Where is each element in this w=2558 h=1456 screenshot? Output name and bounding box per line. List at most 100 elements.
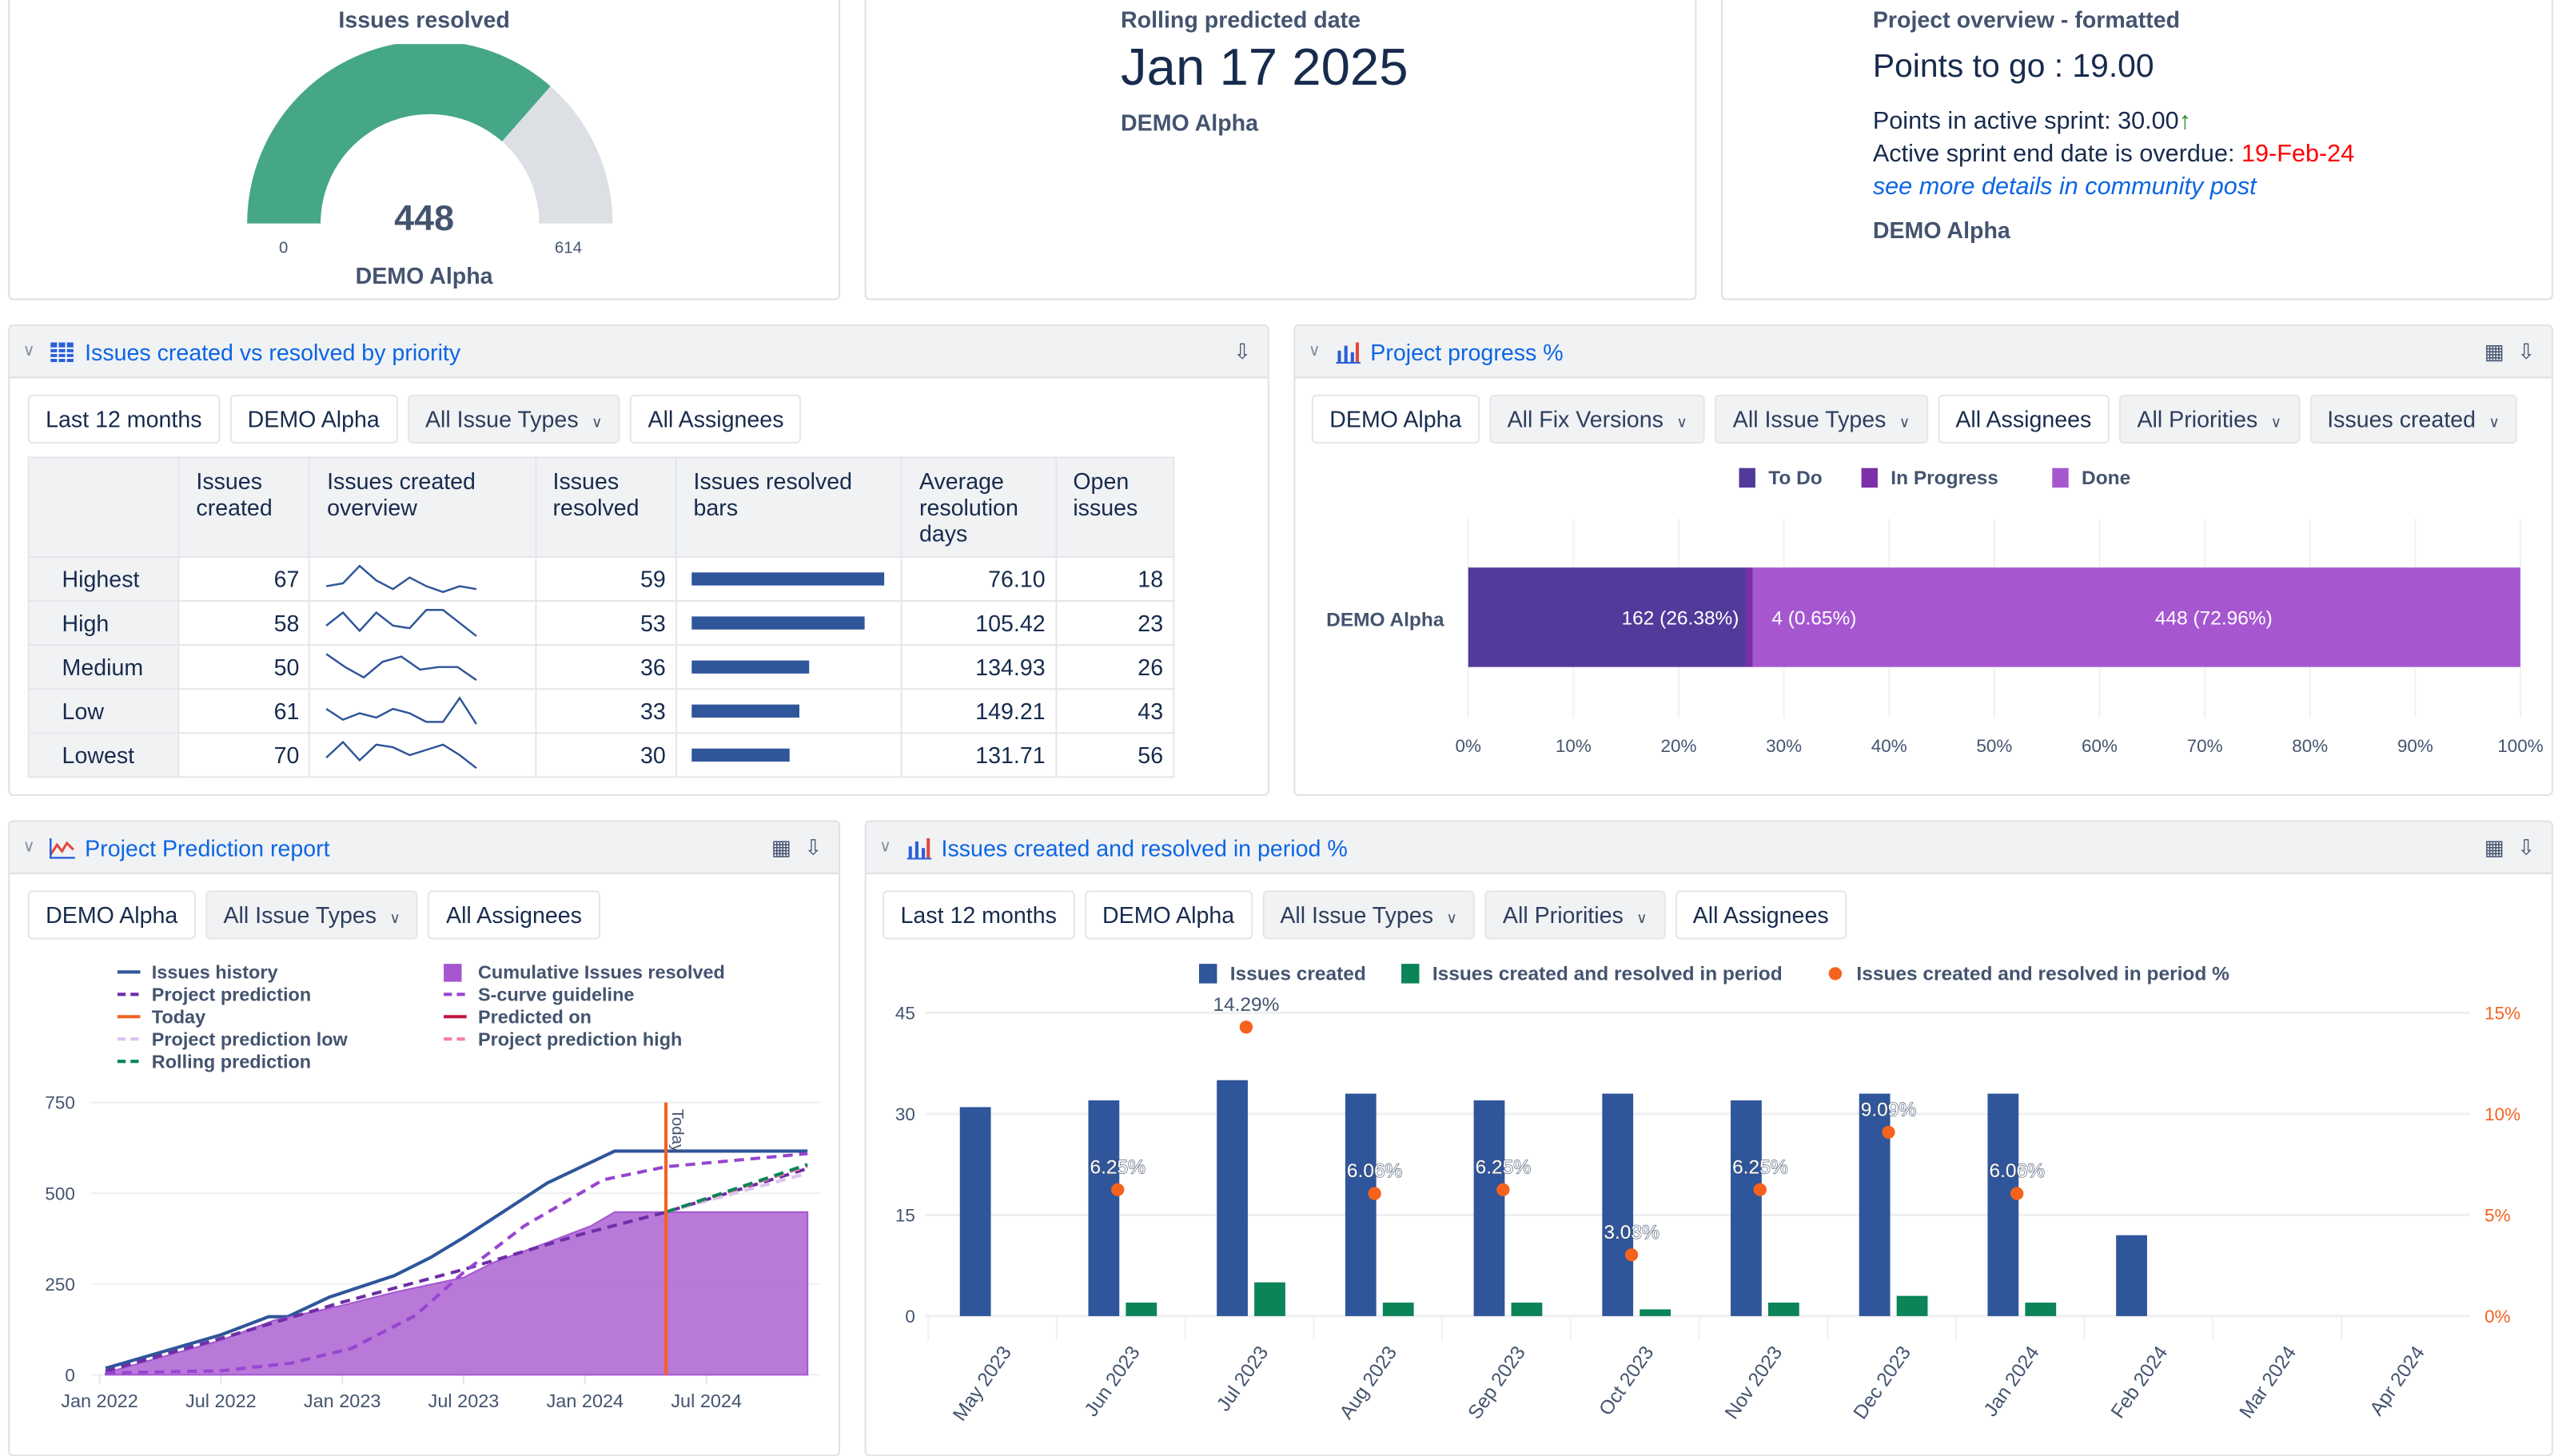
filter-last-12-months[interactable]: Last 12 months bbox=[27, 394, 220, 444]
overdue-label: Active sprint end date is overdue: bbox=[1872, 140, 2241, 169]
panel-title[interactable]: Issues created and resolved in period % bbox=[941, 833, 1348, 861]
filter-demo-alpha[interactable]: DEMO Alpha bbox=[27, 890, 196, 940]
card-title: Issues resolved bbox=[338, 6, 510, 33]
filter-label: All Issue Types bbox=[1280, 901, 1434, 929]
cell-issues-created: 61 bbox=[177, 688, 311, 734]
percent-point bbox=[1753, 1183, 1767, 1196]
x-tick-label: 40% bbox=[1871, 736, 1907, 756]
collapse-chevron-icon[interactable]: ∨ bbox=[22, 342, 35, 361]
sparkline-line bbox=[326, 696, 478, 725]
column-header: Issues created bbox=[177, 456, 311, 558]
gauge-chart bbox=[247, 44, 613, 224]
filter-issues-created[interactable]: Issues created ∨ bbox=[2309, 394, 2518, 444]
panel-title[interactable]: Project progress % bbox=[1370, 338, 1564, 365]
legend-swatch bbox=[2052, 467, 2069, 488]
table-row: Medium 50 36 134.93 26 bbox=[27, 644, 1175, 690]
y-left-tick-label: 45 bbox=[895, 1004, 915, 1024]
series-area bbox=[105, 1211, 809, 1376]
segment-label: 448 (72.96%) bbox=[2155, 608, 2273, 630]
bar-chart-icon bbox=[1336, 341, 1361, 364]
percent-label: 14.29% bbox=[1213, 994, 1279, 1016]
y-left-tick-label: 0 bbox=[905, 1307, 914, 1327]
legend-swatch bbox=[1861, 467, 1878, 488]
collapse-chevron-icon[interactable]: ∨ bbox=[879, 837, 891, 857]
card-project: DEMO Alpha bbox=[1872, 217, 2010, 244]
table-view-icon[interactable]: ▦ bbox=[2484, 833, 2504, 859]
y-tick-label: 500 bbox=[45, 1183, 74, 1203]
collapse-chevron-icon[interactable]: ∨ bbox=[1308, 342, 1321, 361]
download-icon[interactable]: ⇩ bbox=[2517, 338, 2536, 364]
row-priority: Lowest bbox=[27, 732, 181, 778]
x-tick-label: May 2023 bbox=[949, 1343, 1016, 1426]
gauge-min: 0 bbox=[278, 239, 289, 258]
filter-all-priorities[interactable]: All Priorities ∨ bbox=[1484, 890, 1665, 940]
filter-all-issue-types[interactable]: All Issue Types ∨ bbox=[205, 890, 419, 940]
filter-all-assignees[interactable]: All Assignees bbox=[428, 890, 600, 940]
filter-label: All Assignees bbox=[1692, 901, 1829, 929]
bar-issues-created bbox=[1217, 1080, 1248, 1316]
percent-point bbox=[1496, 1183, 1510, 1196]
bar-created-resolved bbox=[1254, 1282, 1285, 1316]
download-icon[interactable]: ⇩ bbox=[1233, 338, 1252, 364]
bar-created-resolved bbox=[1126, 1303, 1157, 1316]
panel-header: ∨ Issues created vs resolved by priority… bbox=[10, 326, 1268, 379]
column-header: Issues resolved bbox=[535, 456, 678, 558]
panel-title[interactable]: Issues created vs resolved by priority bbox=[85, 338, 461, 365]
filter-all-issue-types[interactable]: All Issue Types ∨ bbox=[407, 394, 620, 444]
filter-label: All Assignees bbox=[647, 406, 784, 432]
panel-title[interactable]: Project Prediction report bbox=[85, 833, 330, 861]
bar-chart-icon bbox=[906, 837, 932, 859]
gauge-project: DEMO Alpha bbox=[355, 262, 493, 289]
filter-demo-alpha[interactable]: DEMO Alpha bbox=[1084, 890, 1253, 940]
gauge-remaining-arc bbox=[502, 86, 613, 224]
cell-issues-created: 58 bbox=[177, 600, 311, 646]
filter-demo-alpha[interactable]: DEMO Alpha bbox=[229, 394, 398, 444]
download-icon[interactable]: ⇩ bbox=[804, 833, 823, 859]
row-priority: Low bbox=[27, 688, 181, 734]
filter-label: DEMO Alpha bbox=[247, 406, 380, 432]
filter-all-fix-versions[interactable]: All Fix Versions ∨ bbox=[1489, 394, 1706, 444]
progress-panel: ∨ Project progress % ▦ ⇩ DEMO Alpha All Fi… bbox=[1293, 324, 2553, 796]
legend-swatch bbox=[1739, 467, 1755, 488]
bar-created-resolved bbox=[1640, 1309, 1671, 1316]
rolling-predicted-date-card: Rolling predicted date Jan 17 2025 DEMO … bbox=[864, 0, 1697, 300]
filter-label: All Issue Types bbox=[1732, 406, 1887, 432]
filter-demo-alpha[interactable]: DEMO Alpha bbox=[1311, 394, 1480, 444]
chevron-down-icon: ∨ bbox=[1899, 414, 1911, 431]
legend-label: Issues history bbox=[152, 961, 278, 982]
row-priority: Highest bbox=[27, 555, 181, 603]
filter-all-assignees[interactable]: All Assignees bbox=[1675, 890, 1847, 940]
priority-panel: ∨ Issues created vs resolved by priority… bbox=[8, 324, 1269, 796]
filter-last-12-months[interactable]: Last 12 months bbox=[883, 890, 1075, 940]
resolved-bar bbox=[691, 704, 800, 718]
segment-label: 162 (26.38%) bbox=[1622, 608, 1739, 630]
collapse-chevron-icon[interactable]: ∨ bbox=[22, 837, 35, 857]
y-right-tick-label: 10% bbox=[2484, 1104, 2520, 1124]
cell-issues-resolved: 30 bbox=[535, 732, 678, 778]
bar-issues-created bbox=[1602, 1093, 1634, 1316]
x-tick-label: Jul 2022 bbox=[185, 1390, 257, 1411]
series-line bbox=[106, 1152, 808, 1375]
filter-label: Last 12 months bbox=[46, 406, 202, 432]
filter-all-assignees[interactable]: All Assignees bbox=[630, 394, 802, 444]
filter-all-priorities[interactable]: All Priorities ∨ bbox=[2119, 394, 2300, 444]
cell-open-issues: 56 bbox=[1054, 732, 1175, 778]
y-right-tick-label: 5% bbox=[2484, 1206, 2510, 1226]
table-view-icon[interactable]: ▦ bbox=[2484, 338, 2504, 364]
column-header: Open issues bbox=[1054, 456, 1175, 558]
community-post-link[interactable]: see more details in community post bbox=[1872, 173, 2257, 201]
download-icon[interactable]: ⇩ bbox=[2517, 833, 2536, 859]
table-view-icon[interactable]: ▦ bbox=[771, 833, 791, 859]
x-tick-label: Feb 2024 bbox=[2107, 1343, 2172, 1422]
filter-all-assignees[interactable]: All Assignees bbox=[1937, 394, 2110, 444]
resolved-bar bbox=[691, 616, 865, 630]
filter-all-issue-types[interactable]: All Issue Types ∨ bbox=[1261, 890, 1476, 940]
bar-segment bbox=[1752, 567, 2520, 667]
filter-all-issue-types[interactable]: All Issue Types ∨ bbox=[1715, 394, 1928, 444]
resolved-bar bbox=[691, 660, 810, 674]
percent-point bbox=[1368, 1187, 1381, 1200]
card-title: Rolling predicted date bbox=[1121, 6, 1361, 33]
percent-label: 3.03% bbox=[1604, 1222, 1659, 1243]
x-tick-label: Oct 2023 bbox=[1595, 1343, 1658, 1420]
legend-swatch bbox=[1828, 967, 1843, 981]
